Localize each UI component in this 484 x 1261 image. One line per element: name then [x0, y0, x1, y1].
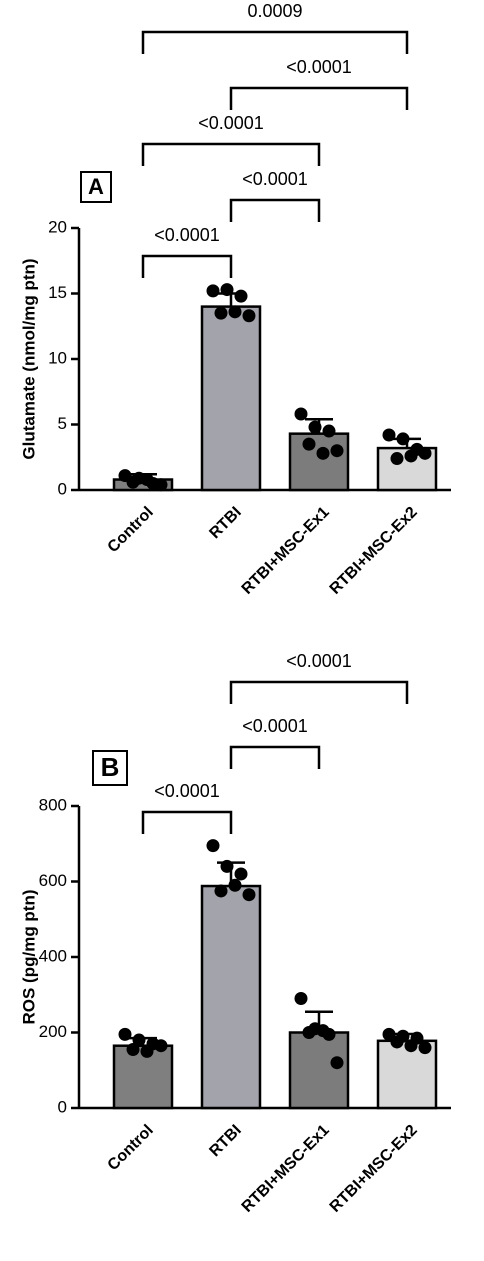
x-tick-label: RTBI+MSC-Ex1: [239, 1122, 333, 1216]
p-value-label: <0.0001: [242, 716, 308, 736]
data-point: [126, 1042, 140, 1056]
y-tick-label: 5: [58, 414, 67, 433]
panel-label-box: [92, 750, 128, 786]
y-tick-label: 400: [39, 946, 67, 965]
y-tick-label: 600: [39, 871, 67, 890]
p-value-label: 0.0009: [247, 1, 302, 21]
data-point: [330, 444, 344, 458]
data-point: [382, 428, 396, 442]
data-point: [316, 1024, 330, 1038]
data-point: [132, 1033, 146, 1047]
y-tick-label: 0: [58, 1097, 67, 1116]
panel-label: A: [88, 174, 104, 199]
panel-label: B: [101, 752, 120, 782]
significance-bracket: [229, 86, 409, 110]
bar: [288, 1031, 350, 1110]
significance-bracket: [141, 142, 321, 166]
data-point: [294, 407, 308, 421]
significance-bracket: [229, 745, 321, 769]
significance-bracket: [141, 254, 233, 278]
data-point: [302, 437, 316, 451]
data-point: [418, 446, 432, 460]
data-point: [234, 289, 248, 303]
data-point: [234, 867, 248, 881]
y-tick-label: 0: [58, 479, 67, 498]
p-value-label: <0.0001: [286, 651, 352, 671]
data-point: [404, 1039, 418, 1053]
data-point: [302, 1026, 316, 1039]
data-point: [206, 284, 220, 298]
p-value-label: <0.0001: [154, 225, 220, 245]
data-point: [330, 1056, 344, 1070]
significance-bracket: [141, 810, 233, 834]
data-point: [390, 452, 404, 466]
y-tick-label: 800: [39, 795, 67, 814]
x-tick-label: Control: [105, 1122, 157, 1174]
p-value-label: <0.0001: [198, 113, 264, 133]
data-point: [214, 306, 228, 320]
data-point: [118, 1027, 132, 1041]
bar: [200, 884, 262, 1110]
data-point: [228, 878, 242, 892]
data-point: [228, 305, 242, 319]
bar: [288, 432, 350, 492]
data-point: [214, 884, 228, 898]
data-point: [308, 420, 322, 434]
significance-bracket: [229, 198, 321, 222]
significance-bracket: [229, 680, 409, 704]
data-point: [126, 475, 140, 489]
data-point: [294, 992, 308, 1006]
data-point: [242, 309, 256, 323]
x-tick-label: Control: [105, 504, 157, 556]
bar: [200, 305, 262, 492]
y-axis-label: ROS (pg/mg ptn): [19, 889, 38, 1024]
data-point: [418, 1041, 432, 1055]
data-point: [396, 432, 410, 446]
y-tick-label: 20: [48, 217, 67, 236]
data-point: [206, 839, 220, 853]
data-point: [140, 473, 154, 487]
x-tick-label: RTBI: [206, 504, 244, 542]
x-tick-label: RTBI: [206, 1122, 244, 1160]
data-point: [242, 888, 256, 902]
data-point: [390, 1035, 404, 1049]
data-point: [154, 1039, 168, 1053]
data-point: [404, 449, 418, 463]
x-tick-label: RTBI+MSC-Ex1: [239, 504, 333, 598]
data-point: [220, 859, 234, 873]
y-tick-label: 200: [39, 1022, 67, 1041]
significance-bracket: [141, 30, 409, 54]
data-point: [220, 283, 234, 297]
y-tick-label: 10: [48, 348, 67, 367]
p-value-label: <0.0001: [286, 57, 352, 77]
p-value-label: <0.0001: [154, 781, 220, 801]
x-tick-label: RTBI+MSC-Ex2: [327, 1122, 421, 1216]
panel-label-box: [80, 171, 112, 203]
data-point: [154, 478, 168, 492]
data-point: [140, 1044, 154, 1058]
y-tick-label: 15: [48, 283, 67, 302]
y-axis-label: Glutamate (nmol/mg ptn): [19, 258, 38, 459]
data-point: [322, 424, 336, 438]
data-point: [316, 446, 330, 460]
x-tick-label: RTBI+MSC-Ex2: [327, 504, 421, 598]
p-value-label: <0.0001: [242, 169, 308, 189]
